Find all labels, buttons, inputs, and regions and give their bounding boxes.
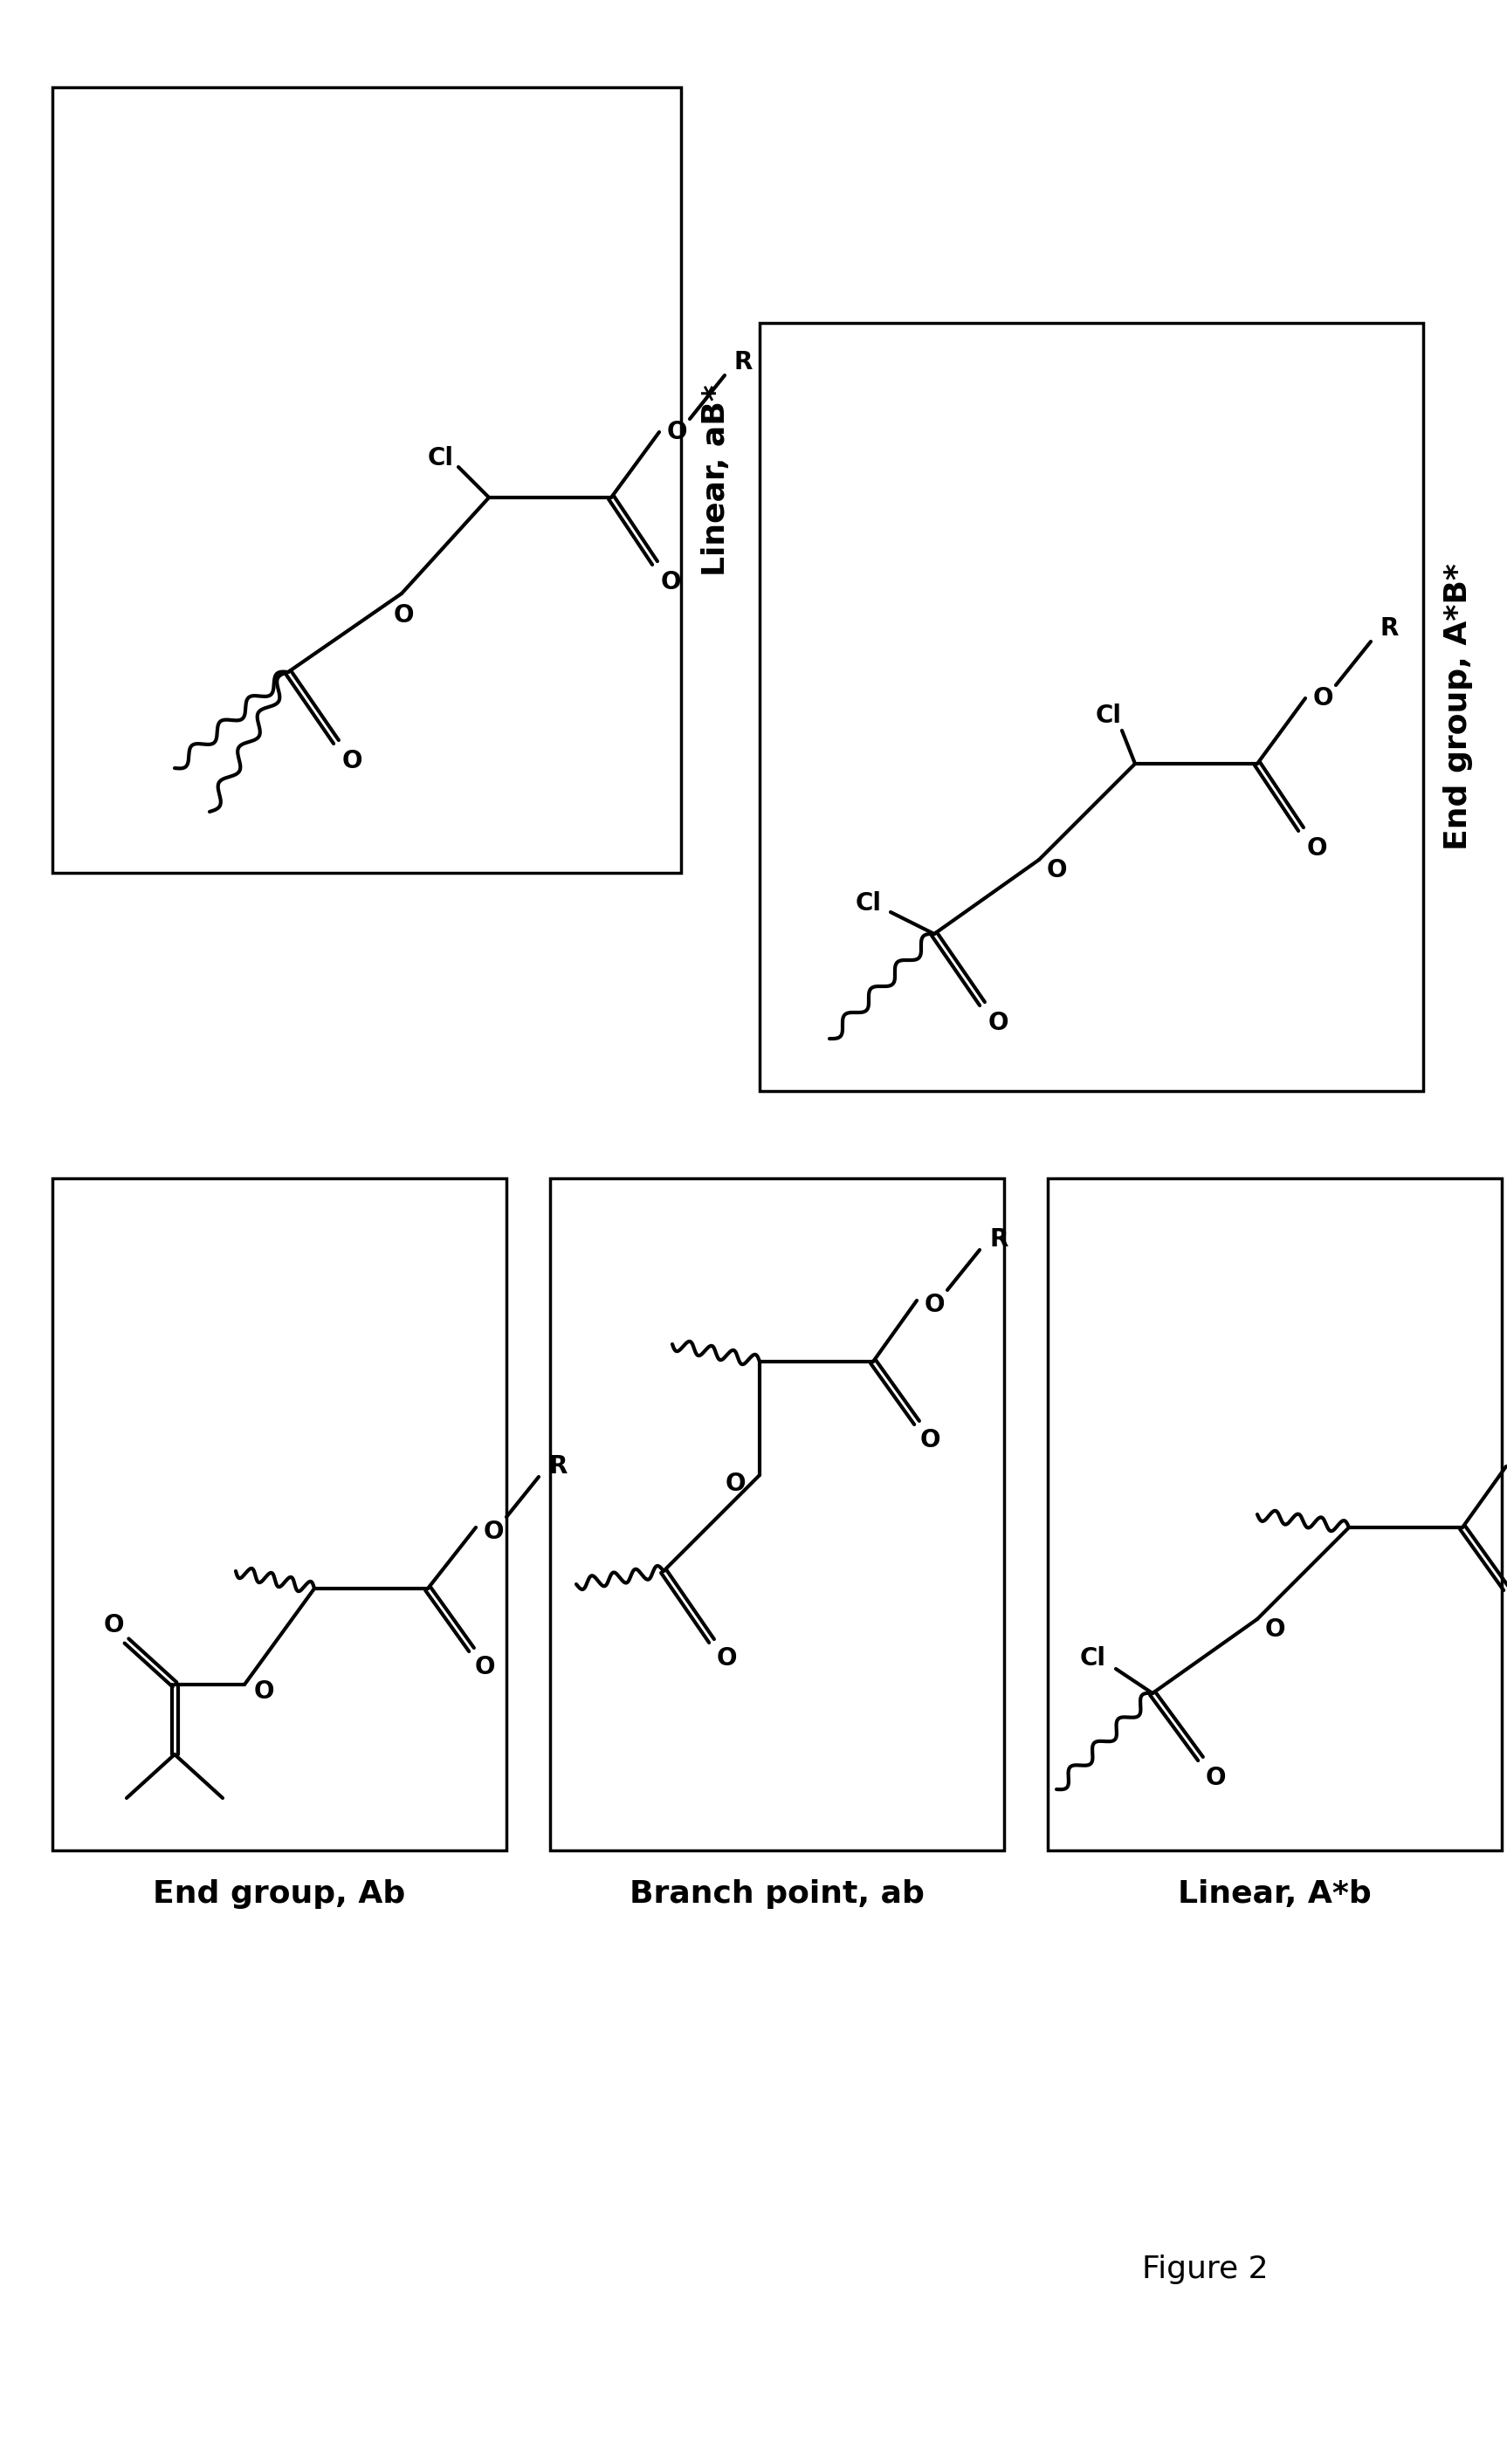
Text: O: O (1206, 1767, 1225, 1791)
Text: Figure 2: Figure 2 (1142, 2255, 1267, 2284)
Text: O: O (1307, 835, 1328, 860)
Bar (550, 1178, 1004, 1850)
Text: Cl: Cl (428, 446, 454, 471)
Text: Cl: Cl (1096, 705, 1121, 727)
Bar (760, 323, 1423, 1092)
Text: End group, Ab: End group, Ab (154, 1880, 405, 1910)
Text: O: O (1264, 1616, 1285, 1641)
Text: O: O (484, 1520, 503, 1545)
Text: R: R (734, 350, 752, 375)
Text: O: O (475, 1656, 494, 1680)
Bar (53, 1178, 506, 1850)
Text: R: R (549, 1454, 567, 1478)
Text: O: O (924, 1294, 945, 1318)
Text: O: O (660, 569, 681, 594)
Text: O: O (393, 604, 413, 628)
Text: Cl: Cl (856, 892, 882, 917)
Text: O: O (919, 1429, 940, 1451)
Text: End group, A*B*: End group, A*B* (1444, 564, 1472, 850)
Text: O: O (342, 749, 362, 774)
Bar (53, 86, 681, 872)
Text: O: O (725, 1471, 746, 1496)
Text: O: O (1046, 857, 1067, 882)
Bar (1047, 1178, 1502, 1850)
Text: O: O (1313, 685, 1334, 710)
Text: O: O (666, 419, 687, 444)
Text: O: O (987, 1010, 1008, 1035)
Text: Branch point, ab: Branch point, ab (630, 1880, 925, 1910)
Text: O: O (104, 1614, 124, 1639)
Text: O: O (253, 1680, 274, 1703)
Text: R: R (989, 1227, 1008, 1252)
Text: O: O (716, 1646, 737, 1671)
Text: Linear, A*b: Linear, A*b (1178, 1880, 1371, 1910)
Text: R: R (1379, 616, 1398, 641)
Text: Linear, aB*: Linear, aB* (701, 384, 731, 577)
Text: Cl: Cl (1081, 1646, 1106, 1671)
